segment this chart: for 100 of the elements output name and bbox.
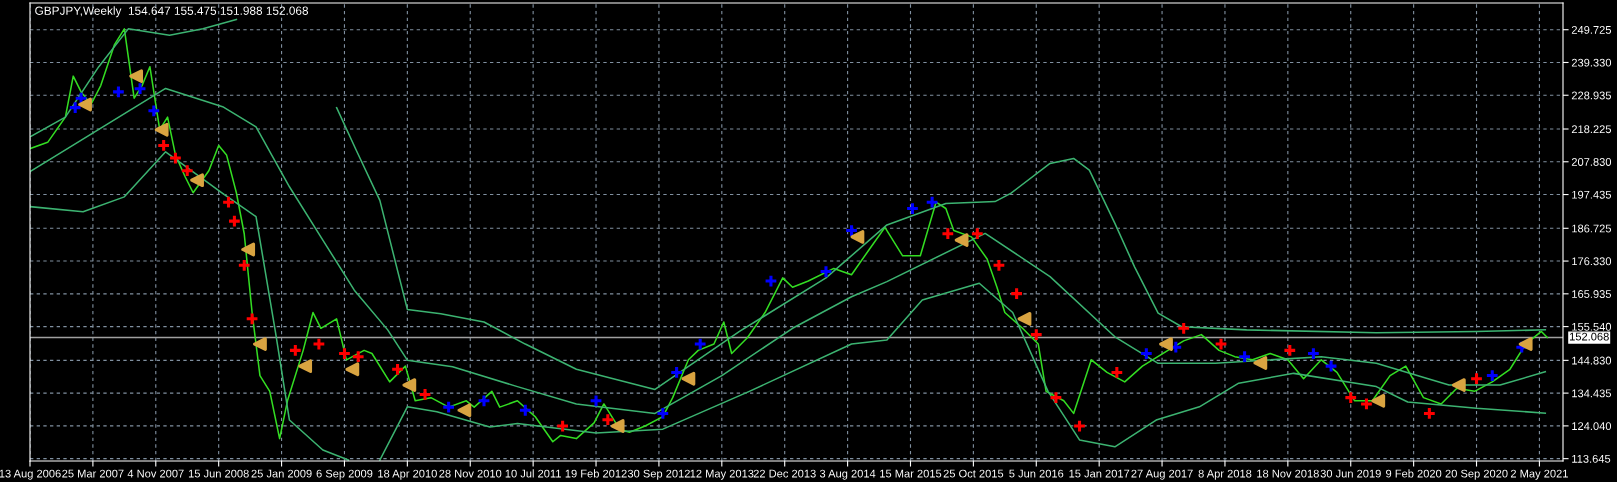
point [441,400,456,415]
point [237,258,252,273]
ref-line-label: 152.068 [1569,332,1609,341]
point [253,337,267,351]
y-tick-label: 186.725 [1572,224,1612,233]
point [221,195,236,210]
point [992,258,1006,273]
x-tick-label: 6 Sep 2009 [316,469,373,480]
x-tick-label: 18 Nov 2018 [1257,469,1319,478]
x-tick-label: 2 May 2021 [1510,469,1568,480]
point [1518,337,1533,351]
point [1371,393,1386,408]
point [133,81,147,96]
x-tick-label: 30 Jun 2019 [1320,469,1381,478]
x-tick-label: 20 Sep 2020 [1445,469,1508,480]
x-tick-label: 25 Jan 2009 [251,469,312,478]
x-tick-label: 27 Aug 2017 [1131,469,1193,480]
point [1422,406,1437,421]
point [241,242,256,257]
x-tick-label: 30 Sep 2012 [627,469,690,480]
point [337,346,352,361]
y-tick-label: 134.435 [1572,389,1612,398]
point [345,362,360,377]
x-tick-label: 25 Oct 2015 [943,469,1004,478]
point [681,371,696,386]
x-tick-label: 22 Dec 2013 [753,469,816,478]
x-tick-label: 19 Feb 2012 [565,469,627,478]
x-tick-label: 9 Feb 2020 [1386,469,1442,478]
point [1359,397,1374,411]
point [190,173,204,188]
y-tick-label: 239.330 [1571,58,1612,67]
y-tick-label: 228.935 [1571,91,1612,100]
point [1017,311,1032,326]
x-tick-label: 25 Mar 2007 [62,469,124,478]
y-tick-label: 249.725 [1571,25,1612,34]
y-tick-label: 124.040 [1572,422,1612,431]
point [1485,368,1500,383]
point [351,349,366,364]
x-tick-label: 3 Aug 2014 [819,469,876,480]
point [970,226,985,241]
point [129,69,144,84]
point [78,97,92,112]
point [1282,343,1297,358]
chart-title: GBPJPY,Weekly 154.647 155.475 151.988 152.068 [35,6,309,18]
point [146,103,161,118]
point [518,403,533,418]
point [1176,321,1191,336]
point [1343,390,1358,405]
y-tick-label: 113.645 [1572,454,1611,463]
point [457,403,472,418]
y-tick-label: 165.935 [1572,290,1612,298]
point [402,378,417,392]
point [288,343,303,358]
point [669,365,684,380]
point [180,163,195,178]
point [1324,359,1338,374]
y-tick-label: 218.225 [1571,125,1612,134]
y-tick-label: 176.330 [1572,257,1612,266]
x-tick-label: 5 Jun 2016 [1009,469,1064,478]
point [925,195,940,210]
y-tick-label: 207.830 [1571,158,1612,166]
x-tick-label: 15 Jun 2008 [188,469,249,478]
point [1451,378,1466,392]
point [693,337,708,351]
point [390,362,405,377]
point [156,138,171,153]
point [1049,390,1063,405]
x-tick-label: 15 Jan 2017 [1069,469,1130,478]
point [1214,337,1228,351]
point [1469,371,1484,386]
point [154,122,169,137]
y-tick-label: 155.540 [1572,322,1612,331]
point [555,419,570,433]
point [819,264,833,279]
point [1237,349,1252,364]
point [954,233,969,247]
point [850,229,865,244]
point [844,223,859,238]
point [940,226,955,241]
point [1109,365,1124,380]
point [245,311,259,326]
point [298,359,313,374]
line-series [30,87,1547,415]
point [764,274,778,288]
point [1306,346,1321,361]
point [600,412,615,427]
point [1253,356,1268,370]
point [905,201,920,216]
point [477,393,491,408]
x-tick-label: 4 Nov 2007 [127,469,184,478]
x-tick-label: 13 Aug 2006 [0,469,61,480]
point [1139,346,1154,361]
point [1072,419,1087,433]
point [1009,286,1024,301]
point [589,393,603,408]
x-tick-label: 28 Nov 2010 [439,469,502,478]
x-tick-label: 8 Apr 2018 [1198,469,1252,480]
point [418,387,432,402]
y-tick-label: 144.830 [1572,356,1612,365]
x-tick-label: 10 Jul 2011 [505,469,561,478]
